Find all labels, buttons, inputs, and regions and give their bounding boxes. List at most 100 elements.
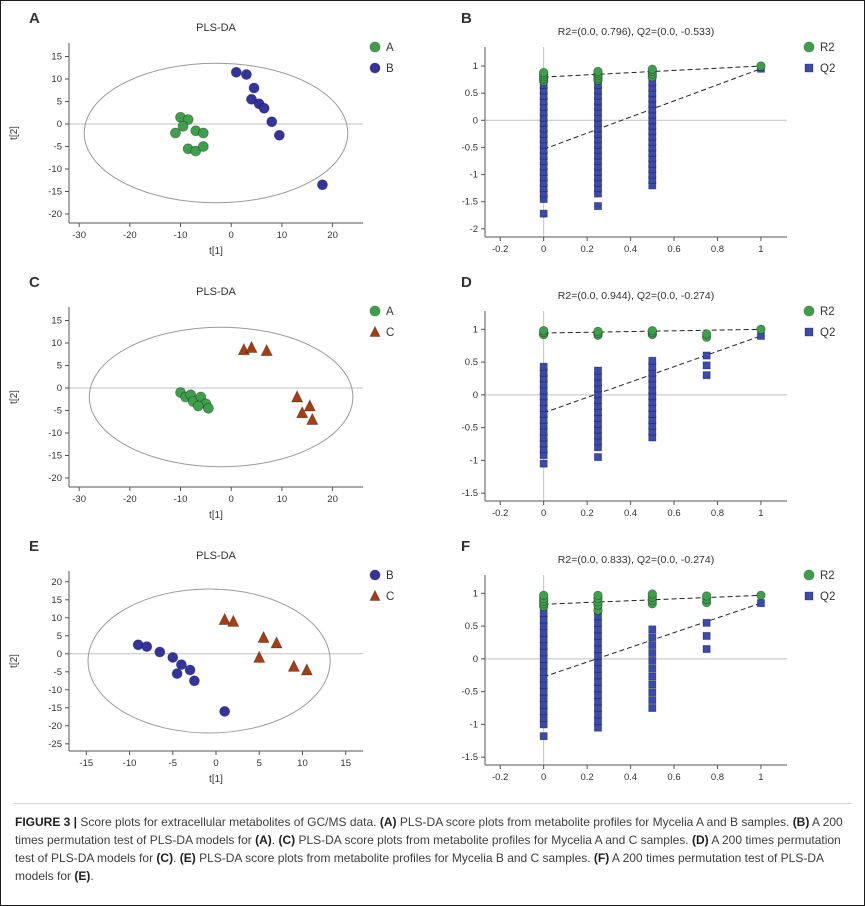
- series-Q2: [539, 64, 765, 218]
- panel-label: E: [29, 538, 39, 555]
- panel-label: F: [461, 538, 470, 555]
- svg-text:-1: -1: [470, 455, 478, 466]
- svg-text:15: 15: [51, 595, 62, 606]
- svg-text:0: 0: [57, 119, 62, 130]
- svg-text:A: A: [386, 306, 394, 318]
- hotelling-ellipse: [88, 326, 354, 468]
- panel-label: B: [461, 10, 472, 27]
- svg-text:0.2: 0.2: [581, 244, 594, 255]
- chart-title: PLS-DA: [196, 22, 236, 34]
- figure-caption: FIGURE 3 | Score plots for extracellular…: [13, 803, 852, 905]
- svg-text:-1: -1: [470, 170, 478, 181]
- svg-text:0.5: 0.5: [465, 88, 478, 99]
- svg-text:-2: -2: [470, 224, 478, 235]
- svg-text:0.2: 0.2: [581, 508, 594, 519]
- series-R2: [538, 61, 766, 86]
- panel-f-permutation-plot: -0.2 0 0.2 0.4 0.6 0.8 1 -1.5 -1 -0.5 0 0.5 1 R2=(0.0…: [461, 538, 835, 783]
- panel-b-permutation-plot: -0.2 0 0.2 0.4 0.6 0.8 1 -2 -1.5 -1 -0.5 0 0.5 1 R2=(0…: [461, 10, 835, 255]
- svg-text:0: 0: [229, 494, 234, 505]
- svg-text:0.5: 0.5: [465, 357, 478, 368]
- axes: -30 -20 -10 0 10 20 -20 -15 -10 -5 0 5 10 15: [48, 43, 363, 241]
- caption-text-segment: PLS-DA score plots from metabolite profi…: [396, 815, 793, 829]
- svg-text:-0.2: -0.2: [492, 508, 508, 519]
- caption-text-segment: Score plots for extracellular metabolite…: [80, 815, 380, 829]
- svg-text:-5: -5: [54, 406, 62, 417]
- caption-bold-segment: (E): [74, 869, 91, 883]
- svg-text:0: 0: [541, 244, 546, 255]
- hotelling-ellipse: [87, 588, 331, 734]
- series-A: [170, 111, 209, 157]
- caption-text-segment: .: [173, 851, 180, 865]
- series-C: [218, 612, 313, 676]
- y-axis-label: t[2]: [9, 654, 20, 668]
- svg-text:-20: -20: [48, 473, 62, 484]
- caption-text-segment: .: [271, 833, 279, 847]
- caption-text-segment: A 200 times permutation test of PLS-DA m…: [15, 815, 843, 847]
- svg-text:0: 0: [473, 390, 478, 401]
- svg-text:-5: -5: [54, 142, 62, 153]
- svg-text:15: 15: [340, 758, 351, 769]
- svg-text:10: 10: [51, 338, 62, 349]
- svg-text:-15: -15: [48, 451, 62, 462]
- svg-text:0.6: 0.6: [667, 508, 680, 519]
- axes: -0.2 0 0.2 0.4 0.6 0.8 1 -1.5 -1 -0.5 0 0.5 1: [462, 311, 787, 519]
- axes: -15 -10 -5 0 5 10 15 -25 -20 -15 -10 -5 0 5 10 15 20: [48, 571, 363, 769]
- svg-text:-15: -15: [79, 758, 93, 769]
- panel-c-score-plot: -30 -20 -10 0 10 20 -20 -15 -10 -5 0 5 10 15 t[1] t[2] P…: [9, 274, 394, 521]
- chart-title: R2=(0.0, 0.796), Q2=(0.0, -0.533): [558, 26, 714, 38]
- svg-text:1: 1: [473, 324, 478, 335]
- axes: -0.2 0 0.2 0.4 0.6 0.8 1 -1.5 -1 -0.5 0 0.5 1: [462, 575, 787, 783]
- legend: R2 Q2: [803, 569, 835, 603]
- caption-bold-segment: (E): [179, 851, 196, 865]
- svg-text:-10: -10: [48, 164, 62, 175]
- series-B: [132, 639, 231, 717]
- svg-text:B: B: [386, 63, 394, 75]
- caption-text-segment: .: [90, 869, 94, 883]
- svg-text:-5: -5: [54, 667, 62, 678]
- svg-text:-10: -10: [48, 685, 62, 696]
- svg-text:10: 10: [51, 74, 62, 85]
- svg-text:R2: R2: [820, 306, 835, 318]
- hotelling-ellipse: [83, 62, 349, 204]
- svg-text:0.8: 0.8: [711, 772, 724, 783]
- svg-text:0: 0: [473, 654, 478, 665]
- legend: AC: [369, 305, 394, 339]
- svg-text:R2: R2: [820, 570, 835, 582]
- svg-text:15: 15: [51, 52, 62, 63]
- svg-text:10: 10: [51, 613, 62, 624]
- svg-text:1: 1: [758, 772, 763, 783]
- legend: R2 Q2: [803, 305, 835, 339]
- svg-text:0: 0: [229, 230, 234, 241]
- chart-title: R2=(0.0, 0.944), Q2=(0.0, -0.274): [558, 290, 714, 302]
- svg-text:-1.5: -1.5: [462, 488, 478, 499]
- legend: R2 Q2: [803, 41, 835, 75]
- chart-title: R2=(0.0, 0.833), Q2=(0.0, -0.274): [558, 554, 714, 566]
- y-axis-label: t[2]: [9, 390, 20, 404]
- svg-text:1: 1: [758, 508, 763, 519]
- svg-text:0: 0: [57, 649, 62, 660]
- svg-text:0.4: 0.4: [624, 508, 637, 519]
- svg-text:-10: -10: [174, 230, 188, 241]
- panel-label: C: [29, 274, 40, 291]
- svg-text:20: 20: [327, 230, 338, 241]
- legend: BC: [369, 569, 394, 603]
- series-R2: [538, 589, 766, 616]
- svg-text:Q2: Q2: [820, 591, 835, 603]
- svg-text:-25: -25: [48, 739, 62, 750]
- series-C: [237, 340, 319, 425]
- svg-text:0.2: 0.2: [581, 772, 594, 783]
- caption-bold-segment: (A): [255, 833, 272, 847]
- caption-bold-segment: (C): [278, 833, 296, 847]
- svg-text:-20: -20: [123, 230, 137, 241]
- svg-text:-0.5: -0.5: [462, 142, 478, 153]
- svg-text:-20: -20: [48, 721, 62, 732]
- panel-e-score-plot: -15 -10 -5 0 5 10 15 -25 -20 -15 -10 -5 0 5 10 15 20 t[1]…: [9, 538, 394, 785]
- svg-text:0: 0: [541, 508, 546, 519]
- caption-text-segment: PLS-DA score plots from metabolite profi…: [195, 851, 594, 865]
- series-Q2: [539, 331, 765, 468]
- series-A: [175, 387, 214, 414]
- svg-text:5: 5: [57, 631, 62, 642]
- svg-text:0.4: 0.4: [624, 772, 637, 783]
- caption-text-segment: A 200 times permutation test of PLS-DA m…: [15, 851, 824, 883]
- series-R2: [538, 324, 766, 342]
